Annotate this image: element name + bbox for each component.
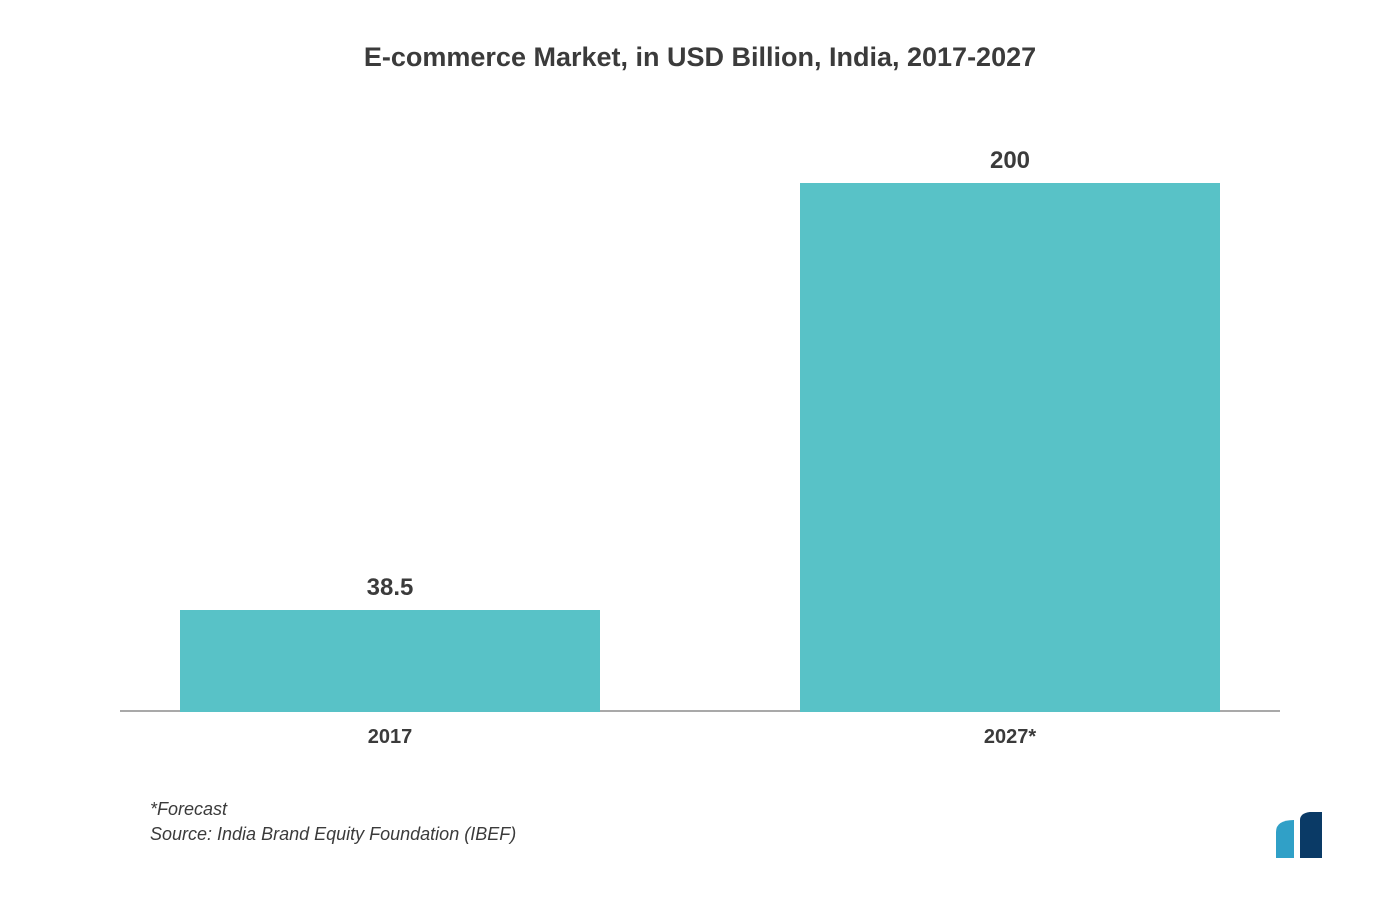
x-category-label: 2027* [800,726,1220,749]
bar-2027: 200 2027* [800,130,1220,712]
bar-fill [180,610,600,712]
bar-value-label: 38.5 [180,574,600,602]
x-category-label: 2017 [180,726,600,749]
plot-area: 38.5 2017 200 2027* [120,130,1280,712]
footnote-forecast: *Forecast [150,797,516,821]
bar-2017: 38.5 2017 [180,130,600,712]
brand-logo-icon [1272,812,1344,858]
chart-footnotes: *Forecast Source: India Brand Equity Fou… [150,797,516,846]
chart-title: E-commerce Market, in USD Billion, India… [0,42,1400,73]
chart-canvas: E-commerce Market, in USD Billion, India… [0,0,1400,902]
bar-fill [800,183,1220,712]
bar-value-label: 200 [800,147,1220,175]
footnote-source: Source: India Brand Equity Foundation (I… [150,822,516,846]
